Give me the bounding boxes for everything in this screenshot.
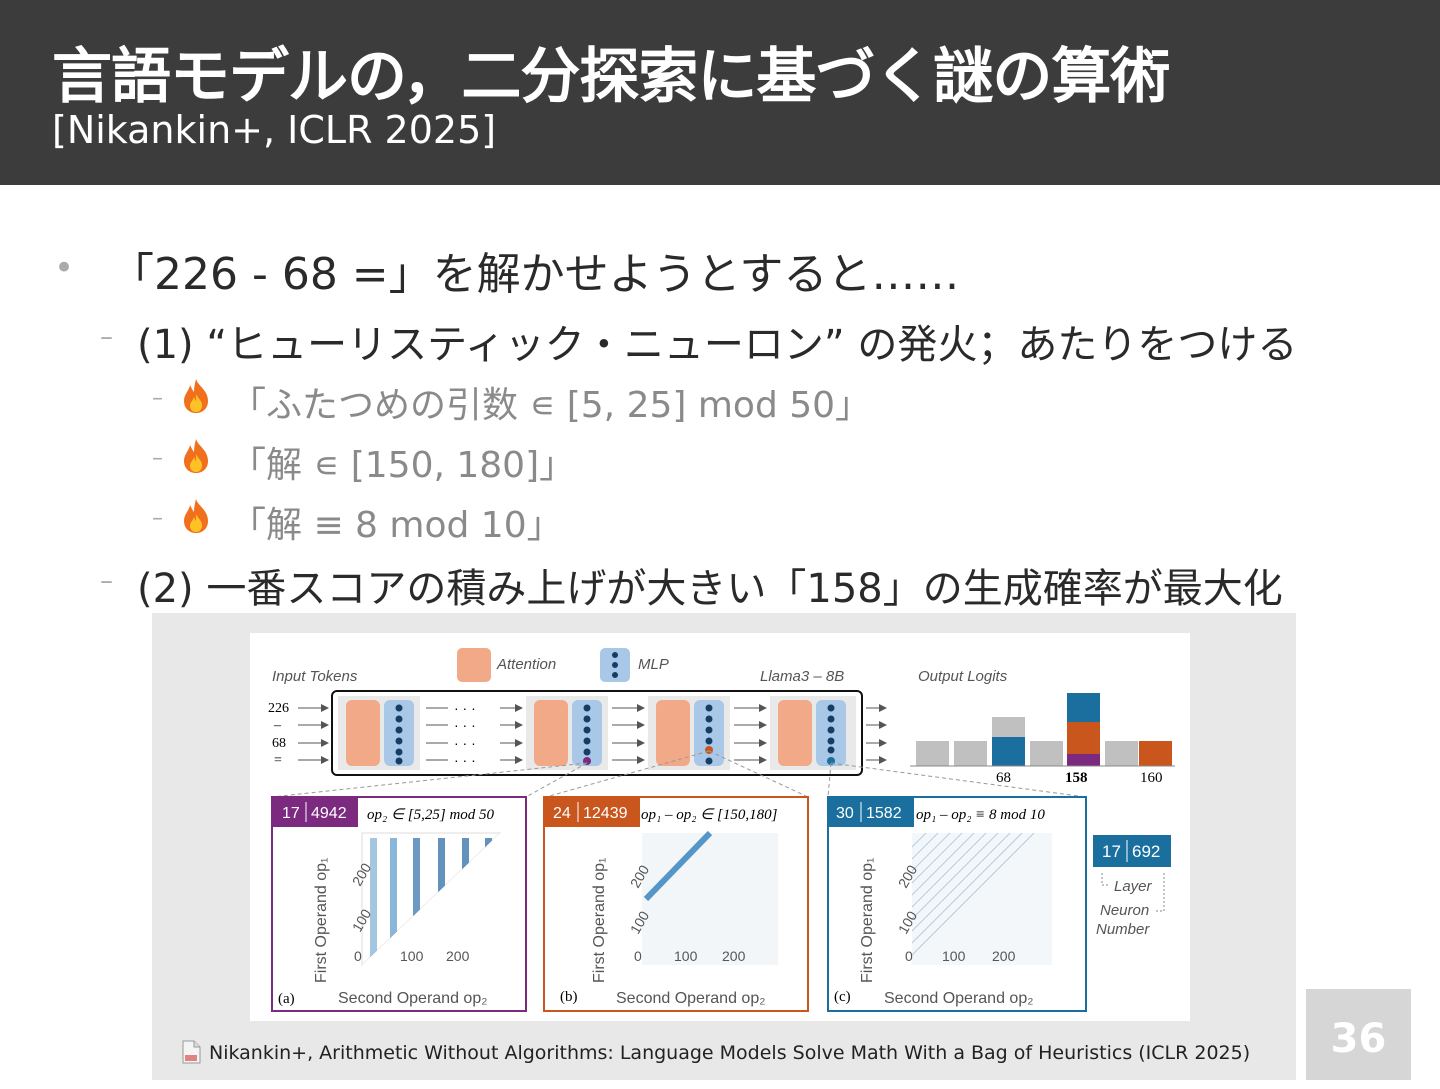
panel-a: 17 4942 op₂ ∈ [5,25] mod 50 0 100 200 10… (271, 796, 527, 1012)
panel-b-neuron: 12439 (583, 805, 628, 822)
input-tokens-label: Input Tokens (272, 668, 358, 685)
mlp-legend-label: MLP (638, 656, 669, 673)
layer-block-2 (526, 696, 608, 770)
svg-text:· · ·: · · · (454, 735, 476, 751)
token-4: = (274, 753, 282, 768)
panel-a-rule: op₂ ∈ [5,25] mod 50 (367, 807, 495, 823)
panel-b-y-axis-label: First Operand op₁ (591, 858, 608, 983)
item-1-text: (1) “ヒューリスティック・ニューロン” の発火；あたりをつける (137, 322, 1298, 368)
dash-marker: – (100, 322, 113, 352)
panel-b-x-axis-label: Second Operand op₂ (616, 990, 765, 1007)
layer-block-1 (338, 696, 420, 770)
panel-c-layer: 30 (836, 805, 854, 822)
panel-a-tag: (a) (278, 991, 295, 1007)
dash-marker: – (152, 446, 163, 471)
panel-a-x-tick-100: 100 (400, 948, 424, 964)
panel-a-x-tick-200: 200 (446, 948, 470, 964)
panel-c-x-axis-label: Second Operand op₂ (884, 990, 1033, 1007)
key-number-label: Number (1096, 921, 1150, 938)
sub-item-1: 「ふたつめの引数 ∊ [5, 25] mod 50」 (230, 385, 872, 426)
panel-c-y-axis-label: First Operand op₁ (859, 858, 876, 983)
attention-legend-label: Attention (496, 656, 556, 673)
panel-b-x-tick-0: 0 (634, 948, 642, 964)
figure-diagram: Input Tokens Attention MLP Llama3 – 8B O… (268, 648, 1175, 1012)
panel-c-tag: (c) (834, 989, 851, 1005)
token-3: 68 (272, 736, 286, 751)
panel-a-y-axis-label: First Operand op₁ (313, 858, 330, 983)
panel-b-x-tick-200: 200 (722, 948, 746, 964)
attention-legend-swatch (457, 648, 491, 682)
svg-text:· · ·: · · · (454, 700, 476, 716)
output-logit-bars (910, 693, 1175, 767)
panel-b-rule: op₁ – op₂ ∈ [150,180] (641, 807, 778, 823)
panel-a-x-axis-label: Second Operand op₂ (338, 990, 487, 1007)
panel-a-x-tick-0: 0 (354, 948, 362, 964)
panel-c-neuron: 1582 (866, 805, 902, 822)
item-2-text: (2) 一番スコアの積み上げが大きい「158」の生成確率が最大化 (137, 566, 1283, 612)
page-number: 36 (1306, 989, 1411, 1080)
panel-a-layer: 17 (282, 805, 300, 822)
key-neuron-label: Neuron (1100, 902, 1149, 919)
dash-marker: – (152, 506, 163, 531)
token-2: – (273, 718, 282, 733)
panel-b-x-tick-100: 100 (674, 948, 698, 964)
fire-icon (184, 439, 208, 473)
panel-c-x-tick-100: 100 (942, 948, 966, 964)
slide-header: 言語モデルの，二分探索に基づく謎の算術 [Nikankin+, ICLR 202… (0, 0, 1440, 185)
layer-block-3 (648, 696, 730, 770)
panel-a-neuron: 4942 (311, 805, 347, 822)
panel-b-tag: (b) (560, 989, 578, 1005)
sub-item-2: 「解 ∊ [150, 180]」 (230, 445, 576, 486)
dash-marker: – (100, 566, 113, 596)
panel-c-rule: op₁ – op₂ ≡ 8 mod 10 (916, 807, 1045, 823)
key-layer-value: 17 (1102, 842, 1121, 861)
svg-text:· · ·: · · · (454, 717, 476, 733)
svg-text:· · ·: · · · (454, 752, 476, 768)
layer-block-4 (770, 696, 856, 770)
figure: Input Tokens Attention MLP Llama3 – 8B O… (250, 633, 1190, 1021)
figure-citation: Nikankin+, Arithmetic Without Algorithms… (209, 1042, 1251, 1064)
logit-label-160: 160 (1140, 770, 1163, 786)
main-bullet-text: 「226 - 68 =」を解かせようとすると…… (110, 249, 960, 300)
panel-c-x-tick-0: 0 (905, 948, 913, 964)
panel-b: 24 12439 op₁ – op₂ ∈ [150,180] 0 100 200… (543, 796, 809, 1012)
document-icon (182, 1040, 201, 1064)
panel-c-x-tick-200: 200 (992, 948, 1016, 964)
model-label: Llama3 – 8B (760, 668, 844, 685)
panel-b-layer: 24 (553, 805, 571, 822)
logit-label-68: 68 (996, 770, 1011, 786)
dash-marker: – (152, 386, 163, 411)
key-neuron-value: 692 (1132, 842, 1160, 861)
sub-item-3: 「解 ≡ 8 mod 10」 (230, 505, 563, 546)
fire-icon (184, 499, 208, 533)
slide-subtitle: [Nikankin+, ICLR 2025] (52, 108, 497, 152)
panel-c: 30 1582 op₁ – op₂ ≡ 8 mod 10 0 100 200 1… (827, 796, 1087, 1012)
output-logits-label: Output Logits (918, 668, 1008, 685)
token-1: 226 (268, 701, 289, 716)
layer-arrows-dots: · · · · · · · · · · · · (426, 700, 523, 768)
layer-neuron-key: 17 692 Layer Neuron Number (1093, 835, 1171, 938)
bullet-dot: • (54, 248, 75, 288)
fire-icon (184, 379, 208, 413)
slide-title: 言語モデルの，二分探索に基づく謎の算術 (52, 42, 1170, 112)
key-layer-label: Layer (1114, 878, 1153, 895)
logit-label-158: 158 (1065, 770, 1088, 786)
